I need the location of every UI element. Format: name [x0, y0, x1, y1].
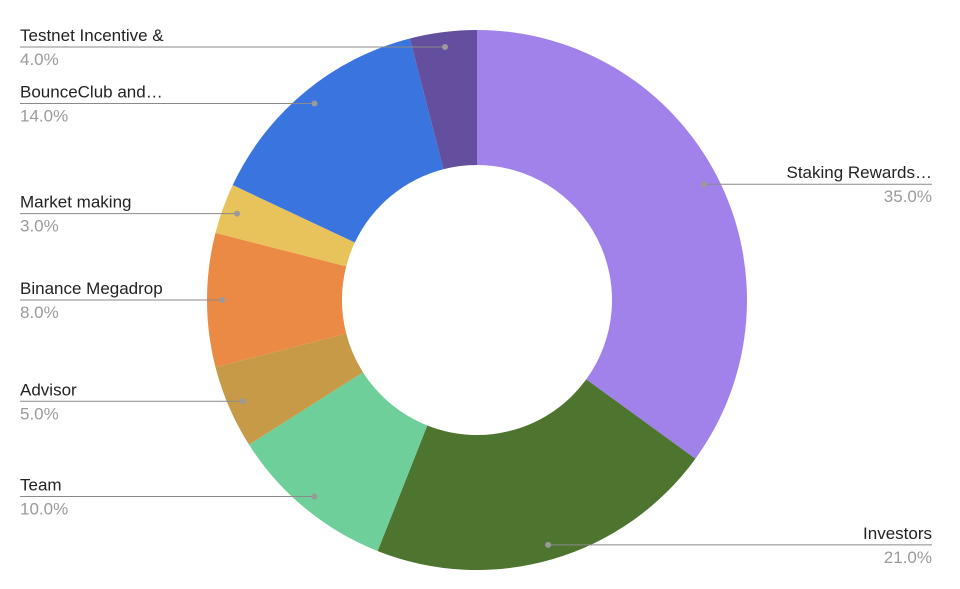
- donut-slice: [377, 379, 696, 570]
- slice-label: Staking Rewards…: [786, 163, 932, 182]
- slice-label: Binance Megadrop: [20, 279, 163, 298]
- donut-slice: [232, 38, 444, 243]
- slice-value-label: 35.0%: [884, 187, 932, 206]
- donut-slice: [207, 232, 347, 368]
- donut-slice: [215, 333, 364, 445]
- slice-label: Market making: [20, 193, 131, 212]
- leader-dot: [701, 181, 708, 188]
- donut-slice: [477, 30, 747, 459]
- leader-dot: [219, 297, 225, 303]
- leader-dot: [311, 100, 318, 107]
- leader-dot: [545, 541, 552, 548]
- slice-value-label: 5.0%: [20, 404, 59, 423]
- slice-label: Testnet Incentive &: [20, 26, 164, 45]
- slice-value-label: 8.0%: [20, 303, 59, 322]
- slice-label: Advisor: [20, 380, 77, 399]
- leader-dot: [239, 398, 246, 405]
- donut-slice: [409, 30, 477, 170]
- donut-slice: [215, 185, 355, 267]
- donut-slice: [249, 372, 428, 552]
- slice-label: Investors: [863, 524, 932, 543]
- slice-value-label: 21.0%: [884, 548, 932, 567]
- leader-dot: [234, 210, 241, 217]
- slice-value-label: 3.0%: [20, 217, 59, 236]
- leader-dot: [311, 493, 318, 500]
- slice-label: Team: [20, 475, 62, 494]
- leader-dot: [442, 44, 449, 51]
- slice-value-label: 14.0%: [20, 107, 68, 126]
- slice-value-label: 4.0%: [20, 50, 59, 69]
- slice-label: BounceClub and…: [20, 83, 163, 102]
- slice-value-label: 10.0%: [20, 499, 68, 518]
